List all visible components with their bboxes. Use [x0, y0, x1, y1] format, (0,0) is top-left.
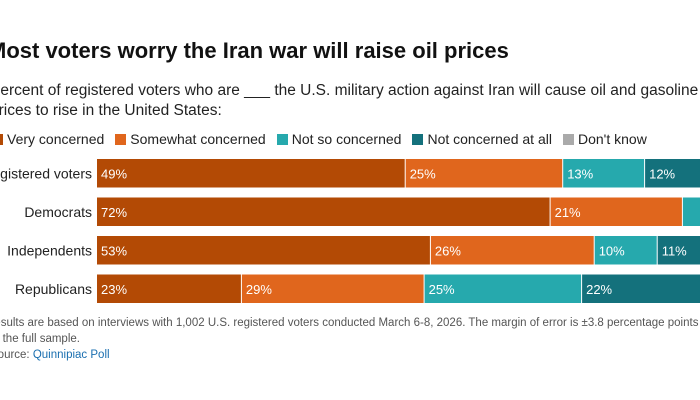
legend-swatch	[115, 133, 127, 145]
data-label-republicans-not-concerned-at-all: 22%	[586, 282, 612, 297]
legend-label: Don't know	[577, 131, 647, 147]
legend-label: Not concerned at all	[427, 131, 552, 147]
bar-segment-independents-not-so-concerned	[594, 236, 657, 265]
legend-label: Not so concerned	[291, 131, 402, 147]
data-label-democrats-very-concerned: 72%	[101, 205, 127, 220]
bar-segment-republicans-not-concerned-at-all	[582, 274, 700, 303]
category-label-registered-voters: Registered voters	[0, 165, 92, 181]
source-link[interactable]: Quinnipiac Poll	[32, 349, 110, 361]
bar-segment-republicans-very-concerned	[97, 274, 241, 303]
source-label: Source:	[0, 349, 30, 361]
bar-segment-registered-voters-somewhat-concerned	[405, 159, 563, 188]
data-label-independents-not-so-concerned: 10%	[599, 243, 625, 258]
data-label-republicans-very-concerned: 23%	[101, 282, 127, 297]
legend-item-dont-know: Don't know	[562, 131, 647, 147]
legend-swatch	[412, 133, 424, 145]
chart-title: Most voters worry the Iran war will rais…	[0, 38, 509, 63]
data-label-republicans-somewhat-concerned: 29%	[246, 282, 272, 297]
data-label-independents-very-concerned: 53%	[101, 243, 127, 258]
legend-item-very-concerned: Very concerned	[0, 131, 104, 147]
bar-segment-republicans-not-so-concerned	[424, 274, 582, 303]
bar-segment-independents-somewhat-concerned	[430, 236, 594, 265]
bar-segment-independents-not-concerned-at-all	[657, 236, 700, 265]
data-label-independents-somewhat-concerned: 26%	[435, 243, 461, 258]
legend-item-not-concerned-at-all: Not concerned at all	[412, 131, 552, 147]
methodology-note: Results are based on interviews with 1,0…	[0, 317, 699, 345]
legend-item-not-so-concerned: Not so concerned	[276, 131, 402, 147]
legend-swatch	[562, 133, 574, 145]
category-label-democrats: Democrats	[24, 204, 92, 220]
legend-label: Very concerned	[7, 131, 105, 147]
chart-legend: Very concerned Somewhat concerned Not so…	[0, 130, 658, 148]
bar-segment-republicans-somewhat-concerned	[241, 274, 424, 303]
source-line: Source: Quinnipiac Poll	[0, 349, 110, 361]
data-label-registered-voters-somewhat-concerned: 25%	[410, 166, 436, 181]
data-label-registered-voters-very-concerned: 49%	[101, 166, 127, 181]
legend-swatch	[0, 133, 3, 145]
category-label-independents: Independents	[7, 242, 92, 258]
bar-segment-registered-voters-very-concerned	[97, 159, 405, 188]
data-label-independents-not-concerned-at-all: 11%	[662, 243, 687, 258]
chart-subtitle: Percent of registered voters who are ___…	[0, 82, 699, 119]
bar-segment-democrats-somewhat-concerned	[550, 197, 682, 226]
bar-segment-independents-very-concerned	[97, 236, 430, 265]
data-label-republicans-not-so-concerned: 25%	[429, 282, 455, 297]
bar-segment-registered-voters-not-concerned-at-all	[645, 159, 700, 188]
bar-segment-registered-voters-not-so-concerned	[563, 159, 645, 188]
legend-label: Somewhat concerned	[130, 131, 266, 147]
data-label-democrats-somewhat-concerned: 21%	[555, 205, 581, 220]
bar-segment-democrats-not-so-concerned	[682, 197, 700, 226]
legend-item-somewhat-concerned: Somewhat concerned	[115, 131, 266, 147]
bar-segment-democrats-very-concerned	[97, 197, 550, 226]
data-label-registered-voters-not-concerned-at-all: 12%	[649, 166, 675, 181]
data-label-registered-voters-not-so-concerned: 13%	[567, 166, 593, 181]
legend-swatch	[276, 133, 288, 145]
category-label-republicans: Republicans	[15, 281, 92, 297]
